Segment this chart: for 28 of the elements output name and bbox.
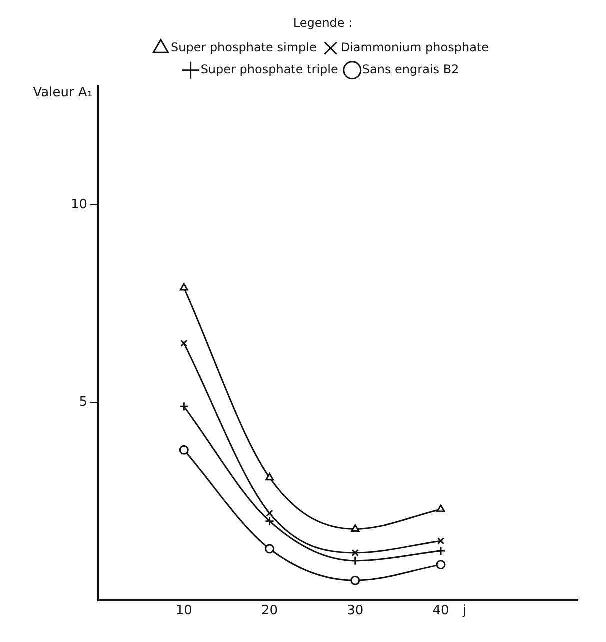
point [350, 556, 360, 566]
x-tick-label: 40 [432, 604, 450, 619]
point [266, 510, 274, 517]
point [180, 283, 188, 291]
y-axis-title: Valeur A₁ [33, 85, 93, 100]
x-tick-label: 30 [347, 604, 364, 619]
point [179, 445, 189, 455]
x-tick-label: 20 [262, 604, 278, 619]
point [265, 544, 275, 554]
y-tick-label: 5 [79, 395, 88, 410]
x-tick-label: 10 [176, 604, 192, 619]
point [350, 576, 360, 586]
legend-label: Diammonium phosphate [340, 40, 490, 55]
x-axis-title: j [462, 603, 467, 618]
point [265, 516, 275, 526]
legend-label: Sans engrais B2 [362, 62, 460, 77]
legend-title: Legende : [293, 16, 353, 30]
legend-label: Super phosphate triple [200, 62, 338, 77]
point [179, 402, 189, 412]
point [352, 549, 359, 557]
point [180, 340, 188, 347]
legend-label: Super phosphate simple [170, 40, 317, 55]
point [436, 504, 446, 512]
point [351, 524, 360, 532]
point [437, 538, 445, 545]
point [436, 560, 446, 570]
point [436, 546, 446, 556]
point [266, 473, 274, 481]
